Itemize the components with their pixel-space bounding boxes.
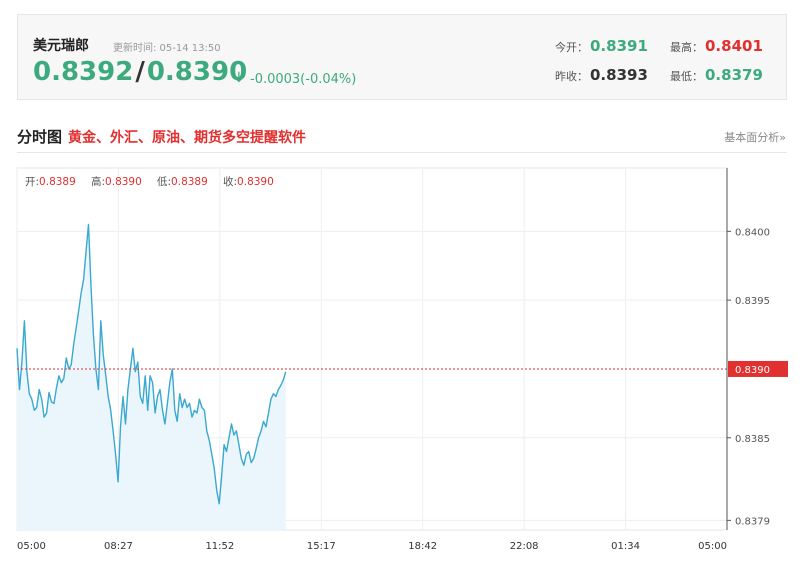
x-tick-label: 22:08	[510, 541, 539, 552]
x-tick-label: 08:27	[104, 541, 133, 552]
stat-low: 最低： 0.8379	[670, 66, 763, 84]
ohlc-low: 低:0.8389	[157, 175, 208, 188]
high-value: 0.8401	[705, 37, 763, 55]
fundamental-analysis-link[interactable]: 基本面分析»	[724, 131, 786, 144]
x-tick-label: 18:42	[408, 541, 437, 552]
prev-close-value: 0.8393	[590, 66, 648, 84]
y-tick-label: 0.8400	[735, 227, 770, 238]
low-label: 最低：	[670, 70, 703, 83]
bid-price: 0.8392	[33, 57, 134, 87]
x-axis: 05:00 08:27 11:52 15:17 18:42 22:08 01:34 05:00	[17, 541, 727, 552]
x-tick-label: 05:00	[17, 541, 46, 552]
high-label: 最高：	[670, 41, 703, 54]
x-tick-label: 05:00	[698, 541, 727, 552]
stat-open: 今开： 0.8391	[555, 37, 648, 55]
price-line	[16, 223, 287, 505]
promo-link[interactable]: 黄金、外汇、原油、期货多空提醒软件	[68, 130, 306, 146]
y-tick-label: 0.8395	[735, 296, 770, 307]
y-axis: 0.8400 0.8395 0.8385 0.8379 0.8390	[726, 168, 788, 530]
stat-prev-close: 昨收： 0.8393	[555, 66, 648, 84]
bid-ask-price: 0.8392/0.8390	[33, 57, 247, 87]
prev-close-label: 昨收：	[555, 70, 588, 83]
section-title: 分时图	[17, 128, 63, 146]
ohlc-high: 高:0.8390	[91, 175, 142, 188]
open-value: 0.8391	[590, 37, 648, 55]
ohlc-legend: 开:0.8389 高:0.8390 低:0.8389 收:0.8390	[25, 175, 274, 188]
down-arrow-icon: ↓	[233, 70, 245, 86]
price-area-fill	[17, 224, 286, 530]
y-tick-label: 0.8379	[735, 516, 770, 527]
current-price-label: 0.8390	[735, 365, 770, 376]
stat-high: 最高： 0.8401	[670, 37, 763, 55]
x-tick-label: 11:52	[205, 541, 234, 552]
current-price-tag	[728, 360, 788, 377]
y-tick-label: 0.8385	[735, 434, 770, 445]
x-tick-label: 15:17	[307, 541, 336, 552]
price-separator: /	[135, 57, 145, 87]
price-change: -0.0003(-0.04%)	[250, 72, 357, 87]
section-divider	[17, 152, 787, 153]
quote-panel: 美元瑞郎 更新时间: 05-14 13:50 0.8392/0.8390 ↓ -…	[17, 14, 787, 100]
low-value: 0.8379	[705, 66, 763, 84]
update-time: 更新时间: 05-14 13:50	[113, 43, 221, 54]
ohlc-open: 开:0.8389	[25, 176, 76, 188]
symbol-name: 美元瑞郎	[33, 38, 89, 54]
x-tick-label: 01:34	[611, 541, 640, 552]
ohlc-close: 收:0.8390	[223, 175, 274, 188]
intraday-chart[interactable]: 0.8400 0.8395 0.8385 0.8379 0.8390 05:00 08:2…	[0, 160, 800, 560]
ask-price: 0.8390	[146, 57, 248, 87]
open-label: 今开：	[555, 41, 588, 54]
